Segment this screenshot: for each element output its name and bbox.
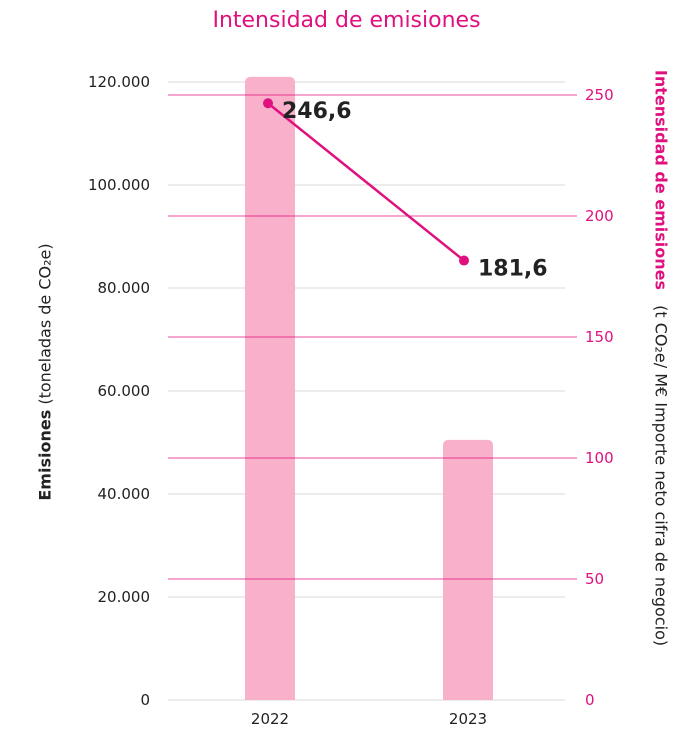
y-right-tick-label: 100: [585, 449, 614, 467]
y-right-tick-label: 50: [585, 570, 604, 588]
y-left-tick-label: 40.000: [98, 485, 151, 503]
chart-title: Intensidad de emisiones: [212, 8, 481, 33]
y-left-tick-label: 60.000: [98, 382, 151, 400]
y-left-tick-label: 0: [140, 691, 150, 709]
y-right-tick-label: 250: [585, 86, 614, 104]
y-right-tick-label: 0: [585, 691, 595, 709]
y-right-tick-label: 150: [585, 328, 614, 346]
intensity-point: [459, 255, 469, 266]
y-left-tick-label: 120.000: [88, 73, 150, 91]
x-tick-label: 2022: [251, 710, 289, 728]
y-left-tick-label: 20.000: [98, 588, 151, 606]
x-tick-label: 2023: [449, 710, 487, 728]
intensity-line: [267, 102, 465, 262]
y-left-tick-label: 80.000: [98, 279, 151, 297]
bar: [245, 76, 295, 701]
y-left-tick-label: 100.000: [88, 176, 150, 194]
y-right-tick-label: 200: [585, 207, 614, 225]
bar: [443, 439, 493, 700]
intensity-data-label: 181,6: [478, 257, 548, 282]
intensity-data-label: 246,6: [282, 99, 352, 124]
intensity-point: [263, 98, 273, 109]
